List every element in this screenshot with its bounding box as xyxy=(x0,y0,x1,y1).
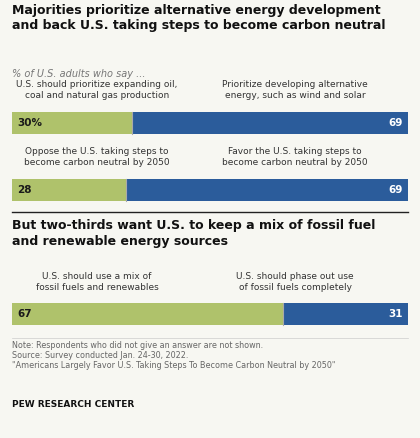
Text: Note: Respondents who did not give an answer are not shown.: Note: Respondents who did not give an an… xyxy=(12,341,263,350)
Text: "Americans Largely Favor U.S. Taking Steps To Become Carbon Neutral by 2050": "Americans Largely Favor U.S. Taking Ste… xyxy=(12,361,336,370)
Bar xyxy=(12,179,126,201)
Text: 67: 67 xyxy=(17,309,32,319)
Bar xyxy=(12,112,132,134)
Text: U.S. should use a mix of
fossil fuels and renewables: U.S. should use a mix of fossil fuels an… xyxy=(36,272,158,292)
Text: 69: 69 xyxy=(388,118,403,128)
Text: 30%: 30% xyxy=(17,118,42,128)
Text: 69: 69 xyxy=(388,185,403,195)
Bar xyxy=(132,112,408,134)
Text: Prioritize developing alternative
energy, such as wind and solar: Prioritize developing alternative energy… xyxy=(222,80,368,100)
Text: 31: 31 xyxy=(388,309,403,319)
Text: Favor the U.S. taking steps to
become carbon neutral by 2050: Favor the U.S. taking steps to become ca… xyxy=(222,147,368,167)
Text: Oppose the U.S. taking steps to
become carbon neutral by 2050: Oppose the U.S. taking steps to become c… xyxy=(24,147,170,167)
Text: U.S. should prioritize expanding oil,
coal and natural gas production: U.S. should prioritize expanding oil, co… xyxy=(16,80,178,100)
Text: % of U.S. adults who say ...: % of U.S. adults who say ... xyxy=(12,69,145,79)
Bar xyxy=(283,303,408,325)
Text: Source: Survey conducted Jan. 24-30, 2022.: Source: Survey conducted Jan. 24-30, 202… xyxy=(12,351,189,360)
Bar xyxy=(126,179,408,201)
Text: Majorities prioritize alternative energy development
and back U.S. taking steps : Majorities prioritize alternative energy… xyxy=(12,4,386,32)
Text: U.S. should phase out use
of fossil fuels completely: U.S. should phase out use of fossil fuel… xyxy=(236,272,354,292)
Text: 28: 28 xyxy=(17,185,32,195)
Text: PEW RESEARCH CENTER: PEW RESEARCH CENTER xyxy=(12,400,134,409)
Bar xyxy=(12,303,283,325)
Text: But two-thirds want U.S. to keep a mix of fossil fuel
and renewable energy sourc: But two-thirds want U.S. to keep a mix o… xyxy=(12,219,375,247)
